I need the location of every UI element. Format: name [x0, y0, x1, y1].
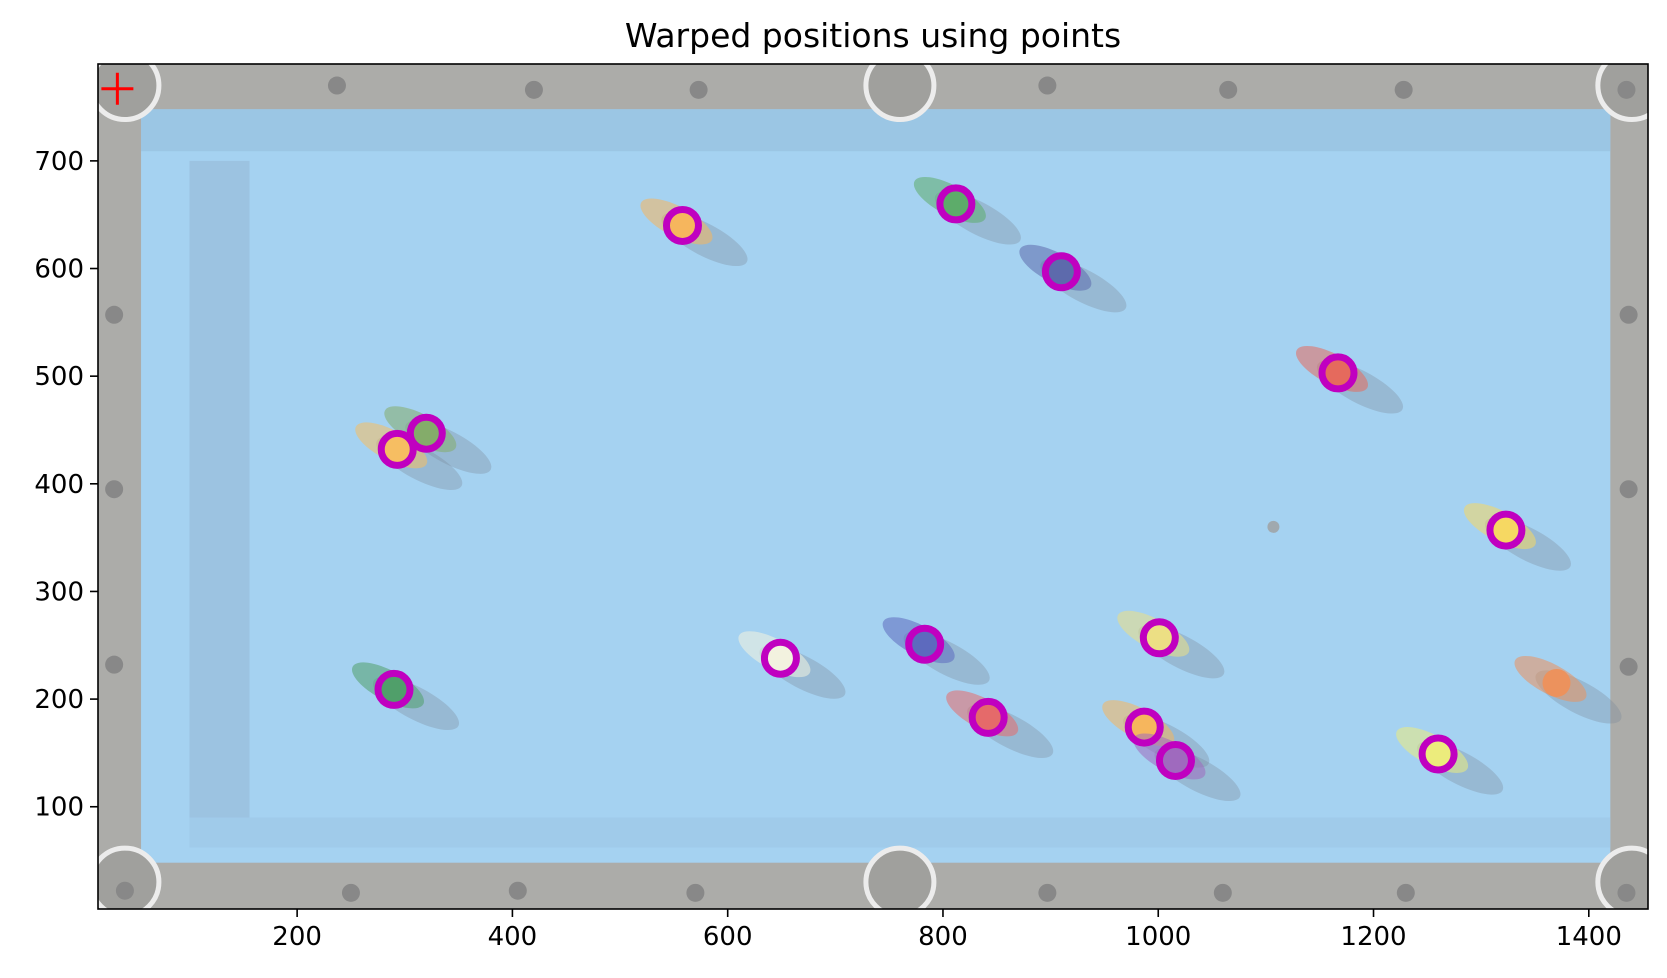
rail-diamond	[105, 480, 124, 499]
table-spot	[1267, 520, 1280, 533]
scatter-point	[1124, 707, 1164, 747]
rail-diamond	[105, 305, 124, 324]
scatter-point	[406, 413, 446, 453]
x-tick-label: 1400	[1556, 922, 1622, 952]
rail-diamond	[1619, 305, 1638, 324]
rail-diamond	[1619, 657, 1638, 676]
rail-diamond	[1213, 883, 1232, 902]
ball	[1161, 746, 1190, 775]
ball	[974, 703, 1003, 732]
scatter-point	[1139, 618, 1179, 658]
x-tick-label: 800	[918, 922, 968, 952]
y-tick-label: 500	[34, 362, 84, 392]
rail-diamond	[1394, 80, 1413, 99]
x-tick-label: 1200	[1340, 922, 1406, 952]
scatter-point	[1486, 510, 1526, 550]
rail-diamond	[524, 80, 543, 99]
rail-diamond	[686, 883, 705, 902]
rail-diamond	[1396, 883, 1415, 902]
scatter-point	[760, 638, 800, 678]
scatter-point	[936, 184, 976, 224]
rail-diamond	[1219, 80, 1238, 99]
rail-diamond	[1038, 883, 1057, 902]
scatter-point	[1041, 252, 1081, 292]
pocket	[98, 64, 162, 123]
y-tick-label: 300	[34, 577, 84, 607]
x-axis: 200 400 600 800 1000 1200 1400	[272, 909, 1622, 952]
rail-diamond	[115, 881, 134, 900]
plot-frame	[97, 63, 1649, 910]
cushion-top	[141, 109, 1611, 152]
origin-marker	[101, 72, 134, 105]
scatter-point	[968, 697, 1008, 737]
y-axis: 100 200 300 400 500 600 700	[34, 147, 98, 823]
y-tick-label: 200	[34, 685, 84, 715]
cushion-bottom	[189, 817, 1611, 848]
scatter-point	[1318, 353, 1358, 393]
ball	[1324, 358, 1352, 387]
cushion-left	[189, 160, 250, 818]
scatter-point	[1418, 734, 1458, 774]
x-tick-label: 1000	[1125, 922, 1191, 952]
pocket	[98, 845, 162, 909]
y-tick-label: 700	[34, 147, 84, 177]
ball	[1145, 623, 1174, 652]
pool-table-image	[98, 64, 1648, 909]
pocket	[1595, 845, 1648, 909]
scatter-point	[905, 624, 945, 664]
rail-diamond	[105, 655, 124, 674]
ball	[1424, 739, 1453, 768]
ball	[1542, 668, 1571, 697]
y-tick-label: 600	[34, 255, 84, 285]
rail-diamond	[508, 881, 527, 900]
ball	[383, 435, 412, 464]
ball	[1491, 516, 1520, 545]
scatter-point	[1155, 740, 1195, 780]
ball	[412, 419, 441, 448]
y-tick-label: 400	[34, 470, 84, 500]
rail-diamond	[1038, 76, 1057, 95]
rail-diamond	[1617, 883, 1636, 902]
ball	[668, 211, 697, 240]
pocket	[863, 845, 937, 909]
plot-marks	[101, 72, 1526, 780]
rail-diamond	[1617, 80, 1636, 99]
rail-diamond	[341, 883, 360, 902]
ball	[1047, 257, 1076, 286]
rail-diamond	[689, 80, 708, 99]
x-tick-label: 600	[703, 922, 753, 952]
rail-diamond	[327, 76, 346, 95]
scatter-point	[377, 429, 417, 469]
table-felt	[141, 109, 1611, 863]
ball	[380, 675, 409, 704]
scatter-point	[374, 669, 414, 709]
ball	[910, 630, 939, 659]
rail-diamond	[1619, 480, 1638, 499]
x-tick-label: 200	[272, 922, 322, 952]
ball	[941, 189, 970, 218]
image-alpha-overlay	[98, 64, 1648, 909]
y-tick-label: 100	[34, 793, 84, 823]
x-tick-label: 400	[488, 922, 538, 952]
scatter-point	[662, 205, 702, 245]
ball	[766, 644, 795, 673]
pocket	[863, 64, 937, 123]
chart-title: Warped positions using points	[625, 16, 1121, 55]
